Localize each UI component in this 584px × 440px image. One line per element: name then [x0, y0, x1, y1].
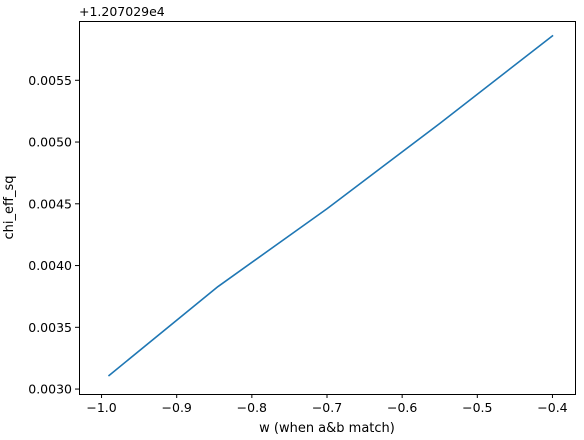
- x-tick-label: −0.8: [237, 400, 267, 415]
- series-layer: [107, 34, 554, 377]
- x-tick-label: −0.6: [387, 400, 417, 415]
- y-tick-label: 0.0035: [28, 320, 72, 335]
- x-axis-ticks: −1.0 −0.9 −0.8 −0.7 −0.6 −0.5 −0.4: [86, 394, 568, 415]
- x-tick-label: −1.0: [86, 400, 116, 415]
- x-tick-label: −0.7: [312, 400, 342, 415]
- x-tick-label: −0.9: [162, 400, 192, 415]
- y-tick-label: 0.0050: [28, 135, 72, 150]
- x-axis-label: w (when a&b match): [259, 421, 395, 436]
- y-tick-label: 0.0040: [28, 258, 72, 273]
- y-axis-offset-text: +1.207029e4: [79, 4, 165, 19]
- x-tick-label: −0.4: [537, 400, 567, 415]
- y-tick-label: 0.0030: [28, 382, 72, 397]
- y-axis-ticks: 0.0030 0.0035 0.0040 0.0045 0.0050 0.0055: [28, 73, 79, 397]
- y-tick-label: 0.0045: [28, 196, 72, 211]
- series-line-0: [107, 34, 554, 377]
- y-axis-label: chi_eff_sq: [2, 176, 17, 240]
- y-tick-label: 0.0055: [28, 73, 72, 88]
- x-tick-label: −0.5: [462, 400, 492, 415]
